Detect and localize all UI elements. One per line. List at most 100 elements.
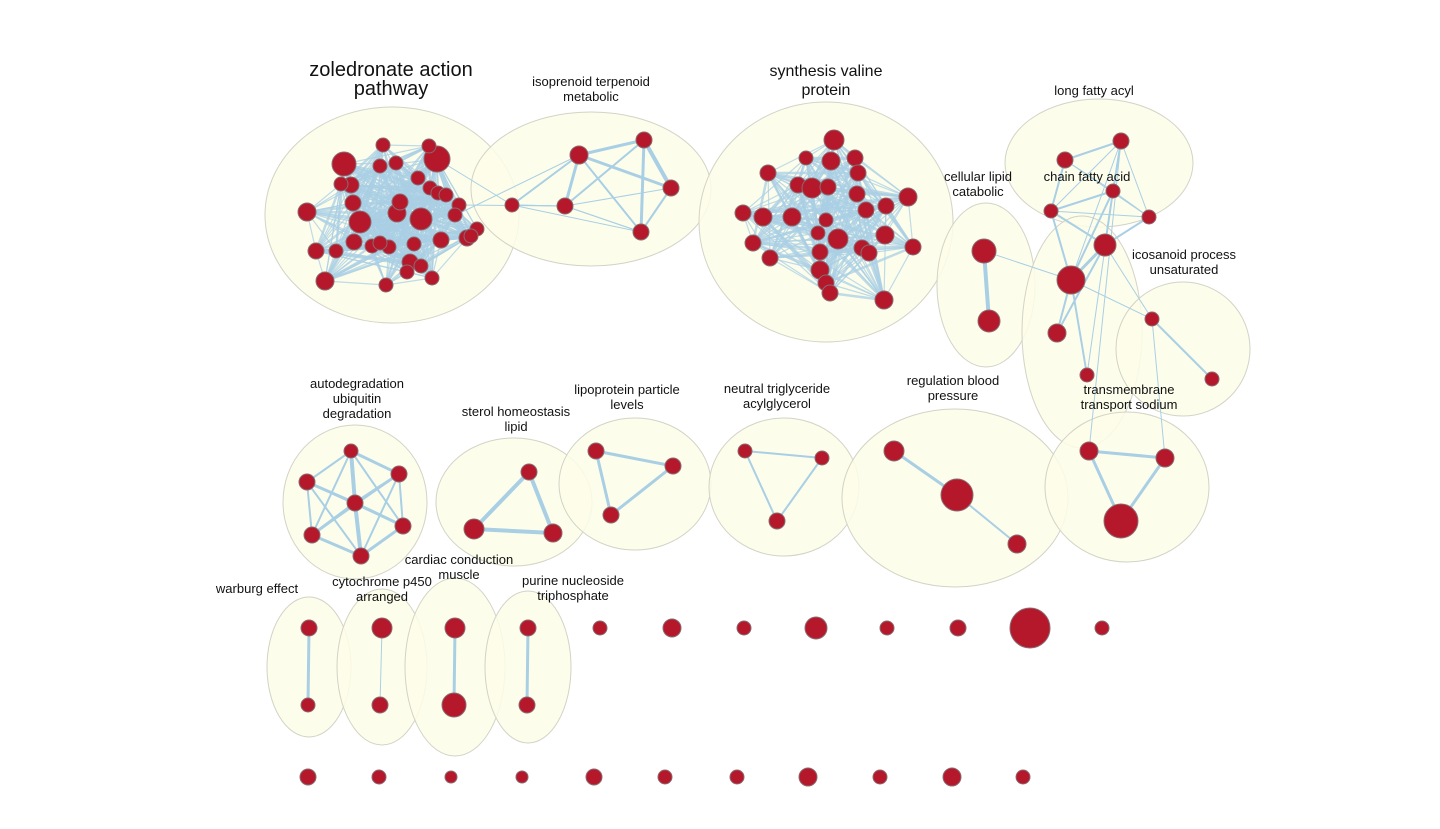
network-node[interactable] xyxy=(814,450,830,466)
network-node[interactable] xyxy=(846,149,864,167)
network-node[interactable] xyxy=(421,138,437,154)
network-node[interactable] xyxy=(782,207,802,227)
network-node[interactable] xyxy=(519,619,537,637)
network-node[interactable] xyxy=(1155,448,1175,468)
network-node[interactable] xyxy=(543,523,563,543)
network-node[interactable] xyxy=(632,223,650,241)
singleton-node[interactable] xyxy=(585,768,603,786)
network-node[interactable] xyxy=(504,197,520,213)
network-node[interactable] xyxy=(391,193,409,211)
network-node[interactable] xyxy=(1056,151,1074,169)
network-node[interactable] xyxy=(798,150,814,166)
network-node[interactable] xyxy=(372,158,388,174)
network-node[interactable] xyxy=(1141,209,1157,225)
network-node[interactable] xyxy=(375,137,391,153)
singleton-node[interactable] xyxy=(949,619,967,637)
singleton-node[interactable] xyxy=(1009,607,1051,649)
network-node[interactable] xyxy=(333,176,349,192)
network-node[interactable] xyxy=(801,177,823,199)
network-node[interactable] xyxy=(413,258,429,274)
network-node[interactable] xyxy=(904,238,922,256)
network-node[interactable] xyxy=(346,494,364,512)
singleton-node[interactable] xyxy=(879,620,895,636)
network-node[interactable] xyxy=(898,187,918,207)
network-node[interactable] xyxy=(520,463,538,481)
network-node[interactable] xyxy=(303,526,321,544)
network-node[interactable] xyxy=(811,243,829,261)
network-node[interactable] xyxy=(344,194,362,212)
network-node[interactable] xyxy=(821,284,839,302)
network-node[interactable] xyxy=(759,164,777,182)
network-node[interactable] xyxy=(819,178,837,196)
network-node[interactable] xyxy=(849,164,867,182)
network-node[interactable] xyxy=(664,457,682,475)
network-node[interactable] xyxy=(371,617,393,639)
network-node[interactable] xyxy=(371,696,389,714)
network-node[interactable] xyxy=(298,473,316,491)
singleton-node[interactable] xyxy=(872,769,888,785)
network-node[interactable] xyxy=(874,290,894,310)
singleton-node[interactable] xyxy=(515,770,529,784)
singleton-node[interactable] xyxy=(1015,769,1031,785)
singleton-node[interactable] xyxy=(592,620,608,636)
singleton-node[interactable] xyxy=(657,769,673,785)
network-node[interactable] xyxy=(1112,132,1130,150)
network-node[interactable] xyxy=(1079,441,1099,461)
network-node[interactable] xyxy=(556,197,574,215)
network-node[interactable] xyxy=(328,243,344,259)
network-node[interactable] xyxy=(409,207,433,231)
network-node[interactable] xyxy=(883,440,905,462)
network-node[interactable] xyxy=(399,264,415,280)
network-node[interactable] xyxy=(1204,371,1220,387)
network-node[interactable] xyxy=(753,207,773,227)
network-node[interactable] xyxy=(372,235,388,251)
network-node[interactable] xyxy=(1079,367,1095,383)
singleton-node[interactable] xyxy=(804,616,828,640)
network-node[interactable] xyxy=(1103,503,1139,539)
network-node[interactable] xyxy=(1105,183,1121,199)
network-node[interactable] xyxy=(940,478,974,512)
network-node[interactable] xyxy=(875,225,895,245)
network-node[interactable] xyxy=(345,233,363,251)
network-node[interactable] xyxy=(432,231,450,249)
singleton-node[interactable] xyxy=(798,767,818,787)
network-node[interactable] xyxy=(821,151,841,171)
network-node[interactable] xyxy=(463,228,479,244)
network-node[interactable] xyxy=(518,696,536,714)
network-node[interactable] xyxy=(307,242,325,260)
network-node[interactable] xyxy=(737,443,753,459)
network-node[interactable] xyxy=(761,249,779,267)
network-node[interactable] xyxy=(424,270,440,286)
network-node[interactable] xyxy=(352,547,370,565)
network-node[interactable] xyxy=(1093,233,1117,257)
network-node[interactable] xyxy=(390,465,408,483)
network-node[interactable] xyxy=(441,692,467,718)
network-node[interactable] xyxy=(410,170,426,186)
singleton-node[interactable] xyxy=(444,770,458,784)
network-node[interactable] xyxy=(343,443,359,459)
network-node[interactable] xyxy=(818,212,834,228)
network-node[interactable] xyxy=(1007,534,1027,554)
network-node[interactable] xyxy=(602,506,620,524)
network-node[interactable] xyxy=(388,155,404,171)
network-node[interactable] xyxy=(378,277,394,293)
singleton-node[interactable] xyxy=(736,620,752,636)
network-node[interactable] xyxy=(857,201,875,219)
network-node[interactable] xyxy=(635,131,653,149)
network-node[interactable] xyxy=(331,151,357,177)
network-node[interactable] xyxy=(406,236,422,252)
network-node[interactable] xyxy=(662,179,680,197)
singleton-node[interactable] xyxy=(1094,620,1110,636)
network-node[interactable] xyxy=(300,619,318,637)
network-node[interactable] xyxy=(860,244,878,262)
network-node[interactable] xyxy=(315,271,335,291)
network-node[interactable] xyxy=(438,187,454,203)
network-node[interactable] xyxy=(877,197,895,215)
network-node[interactable] xyxy=(810,225,826,241)
singleton-node[interactable] xyxy=(371,769,387,785)
network-node[interactable] xyxy=(1043,203,1059,219)
singleton-node[interactable] xyxy=(299,768,317,786)
network-node[interactable] xyxy=(447,207,463,223)
singleton-node[interactable] xyxy=(942,767,962,787)
network-node[interactable] xyxy=(827,228,849,250)
